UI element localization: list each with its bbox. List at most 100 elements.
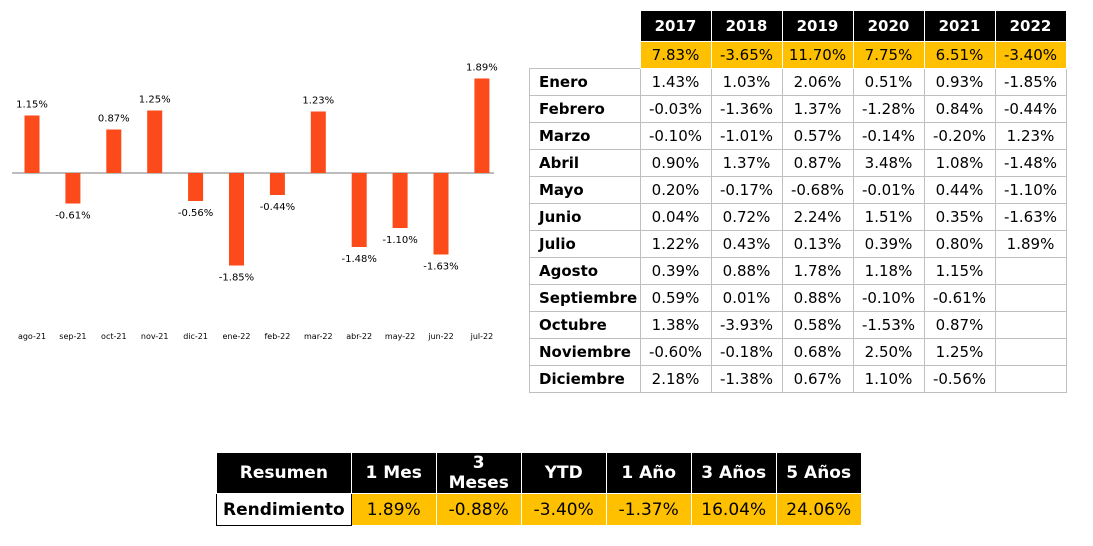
summary-value: -0.88% [435,493,522,526]
table-cell: -1.10% [994,176,1067,204]
monthly-returns-bar-chart: 1.15% ago-21 -0.61% sep-21 0.87% oct-21 1.25% n… [12,63,498,341]
table-cell: 3.48% [852,149,925,177]
table-cell: 1.23% [994,122,1067,150]
monthly-returns-table: 2017 2018 2019 2020 2021 2022 7.83% -3.65% 11.7… [529,10,1067,393]
month-label: Febrero [529,95,641,123]
x-tick-oct-21: oct-21 [101,332,127,341]
data-label-sep-21: -0.61% [55,211,90,222]
table-cell: 0.43% [710,230,783,258]
table-cell: 1.43% [639,68,712,96]
table-cell: 1.89% [994,230,1067,258]
table-cell: -0.20% [923,122,996,150]
summary-header: 1 Año [605,452,692,494]
bar-ago-21 [24,115,40,173]
table-cell: -1.01% [710,122,783,150]
table-cell: -0.60% [639,338,712,366]
table-cell: 1.10% [852,365,925,393]
bar-nov-21 [147,110,163,173]
month-label: Agosto [529,257,641,285]
table-cell: 1.37% [781,95,854,123]
table-cell: 2.06% [781,68,854,96]
data-label-abr-22: -1.48% [342,254,377,265]
annual-return-2018: -3.65% [710,41,783,69]
bar-abr-22 [351,173,367,247]
table-cell: 0.84% [923,95,996,123]
annual-return-2022: -3.40% [994,41,1067,69]
table-cell: -1.28% [852,95,925,123]
data-label-oct-21: 0.87% [98,114,130,125]
month-label: Septiembre [529,284,641,312]
data-label-nov-21: 1.25% [139,95,171,106]
table-cell: 0.20% [639,176,712,204]
bar-mar-22 [310,111,326,173]
table-cell: 0.72% [710,203,783,231]
month-label: Abril [529,149,641,177]
table-cell: 2.24% [781,203,854,231]
summary-value: 16.04% [690,493,777,526]
summary-value: -1.37% [605,493,692,526]
table-cell: 0.58% [781,311,854,339]
table-cell: -1.63% [994,203,1067,231]
x-tick-may-22: may-22 [385,332,415,341]
month-label: Junio [529,203,641,231]
table-cell [994,284,1067,312]
summary-header-row: Resumen 1 Mes 3 Meses YTD 1 Año 3 Años 5 Años [216,452,862,494]
table-cell: 1.08% [923,149,996,177]
year-header-2017: 2017 [639,10,712,42]
table-cell [994,257,1067,285]
x-tick-ene-22: ene-22 [223,332,251,341]
table-cell: 0.80% [923,230,996,258]
table-cell: -1.48% [994,149,1067,177]
table-cell: -0.10% [852,284,925,312]
x-tick-jun-22: jun-22 [427,332,453,341]
table-corner [529,10,640,42]
table-cell: 1.18% [852,257,925,285]
table-cell: -0.01% [852,176,925,204]
table-row: Mayo 0.20% -0.17% -0.68% -0.01% 0.44% -1.10% [529,176,1067,204]
bar-ene-22 [229,173,244,266]
table-row: Diciembre 2.18% -1.38% 0.67% 1.10% -0.56% [529,365,1067,393]
table-cell [994,311,1067,339]
table-cell: -0.61% [923,284,996,312]
table-cell: 0.93% [923,68,996,96]
data-label-ago-21: 1.15% [16,100,48,111]
table-row: Febrero -0.03% -1.36% 1.37% -1.28% 0.84% -0.44… [529,95,1067,123]
table-cell: -0.14% [852,122,925,150]
table-cell: 0.51% [852,68,925,96]
summary-value: 24.06% [775,493,862,526]
table-cell: 1.25% [923,338,996,366]
table-row: Julio 1.22% 0.43% 0.13% 0.39% 0.80% 1.89% [529,230,1067,258]
table-cell: -1.85% [994,68,1067,96]
year-header-2020: 2020 [852,10,925,42]
table-cell: 1.22% [639,230,712,258]
table-cell: 1.51% [852,203,925,231]
summary-table: Resumen 1 Mes 3 Meses YTD 1 Año 3 Años 5 Años … [216,452,862,526]
month-label: Octubre [529,311,641,339]
row-label-rendimiento: Rendimiento [216,493,352,526]
table-cell: 0.68% [781,338,854,366]
table-cell: -0.68% [781,176,854,204]
table-cell: -1.38% [710,365,783,393]
table-cell: 1.37% [710,149,783,177]
table-row: Septiembre 0.59% 0.01% 0.88% -0.10% -0.61% [529,284,1067,312]
bar-feb-22 [269,173,285,195]
summary-header: YTD [520,452,607,494]
table-cell: 1.78% [781,257,854,285]
summary-header: 1 Mes [350,452,437,494]
table-row: Abril 0.90% 1.37% 0.87% 3.48% 1.08% -1.48% [529,149,1067,177]
table-cell: 0.67% [781,365,854,393]
table-cell: 0.59% [639,284,712,312]
x-tick-mar-22: mar-22 [304,332,333,341]
table-cell: 0.87% [781,149,854,177]
year-header-2018: 2018 [710,10,783,42]
summary-header: Resumen [216,452,352,494]
bar-may-22 [392,173,408,228]
table-cell: 1.15% [923,257,996,285]
table-cell: 0.04% [639,203,712,231]
month-label: Mayo [529,176,641,204]
year-header-2022: 2022 [994,10,1067,42]
table-corner [529,41,640,69]
table-cell: 2.18% [639,365,712,393]
summary-values-row: Rendimiento 1.89% -0.88% -3.40% -1.37% 16.04… [216,493,862,526]
table-cell: 0.39% [852,230,925,258]
